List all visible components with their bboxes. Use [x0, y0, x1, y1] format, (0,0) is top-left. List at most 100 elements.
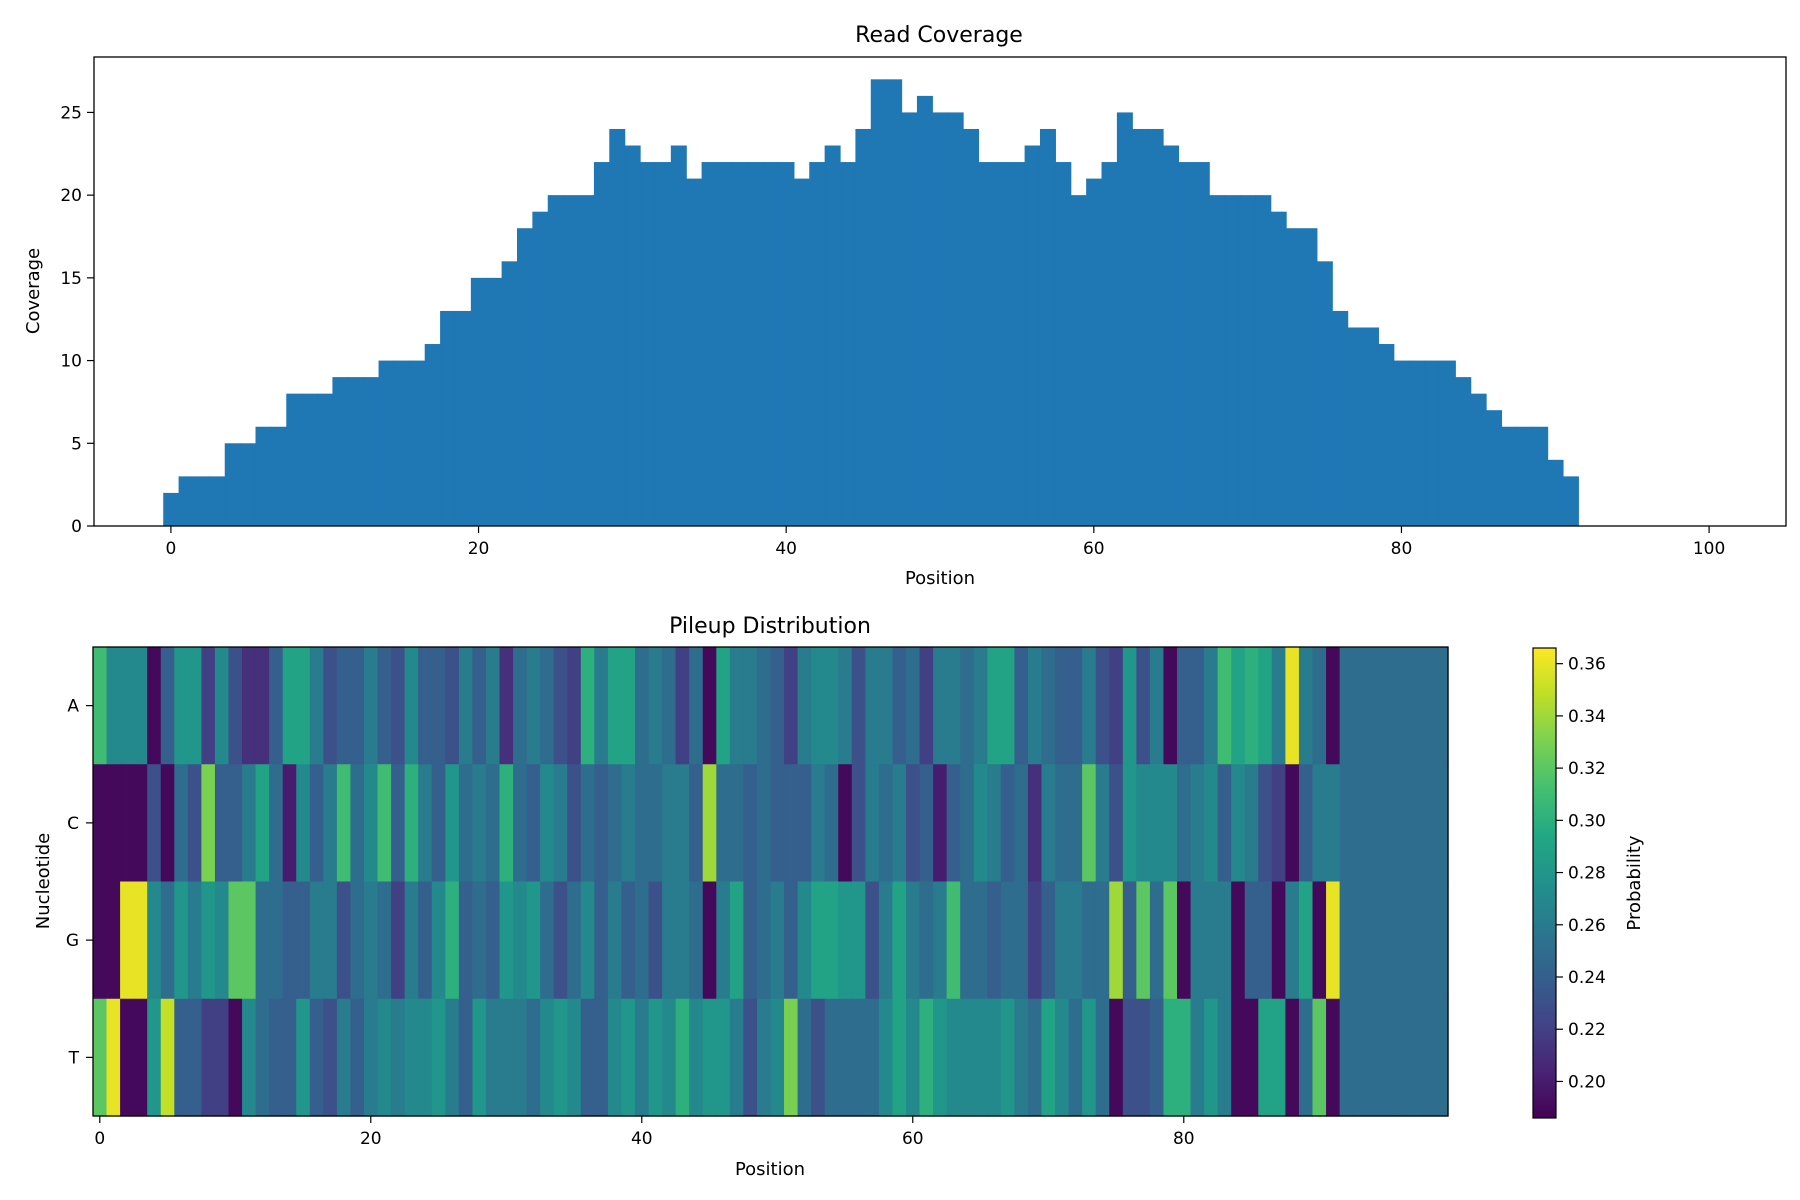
- coverage-bar: [1255, 195, 1272, 526]
- heatmap-cell: [648, 881, 663, 1000]
- heatmap-cell: [296, 764, 311, 883]
- coverage-bar: [1086, 178, 1103, 526]
- heatmap-cell: [784, 764, 799, 883]
- heatmap-cell: [201, 998, 216, 1117]
- heatmap-cell: [1244, 998, 1259, 1117]
- heatmap-cell: [391, 881, 406, 1000]
- pileup-y-tick-label: G: [66, 931, 79, 951]
- heatmap-cell: [1366, 764, 1381, 883]
- heatmap-cell: [892, 998, 907, 1117]
- coverage-bar: [1316, 261, 1333, 526]
- heatmap-cell: [540, 881, 555, 1000]
- heatmap-cell: [1109, 764, 1124, 883]
- coverage-y-tick-label: 10: [60, 352, 82, 372]
- heatmap-cell: [1285, 764, 1300, 883]
- heatmap-cell: [580, 998, 595, 1117]
- heatmap-cell: [1082, 647, 1097, 765]
- coverage-bar: [224, 443, 241, 526]
- coverage-bar: [1116, 112, 1133, 527]
- heatmap-cell: [418, 881, 433, 1000]
- coverage-bar: [1101, 162, 1118, 527]
- heatmap-cell: [513, 764, 528, 883]
- heatmap-cell: [391, 764, 406, 883]
- heatmap-cell: [784, 998, 799, 1117]
- coverage-bars: [163, 79, 1579, 527]
- heatmap-cell: [946, 647, 961, 765]
- heatmap-cell: [716, 998, 731, 1117]
- heatmap-cell: [377, 998, 392, 1117]
- heatmap-cell: [675, 881, 690, 1000]
- heatmap-cell: [607, 998, 623, 1117]
- coverage-bar: [1424, 360, 1441, 526]
- heatmap-cell: [133, 881, 148, 1000]
- heatmap-cell: [1000, 647, 1015, 765]
- heatmap-cell: [689, 647, 704, 765]
- heatmap-cell: [824, 998, 839, 1117]
- heatmap-cell: [824, 881, 839, 1000]
- heatmap-cell: [1068, 764, 1083, 883]
- coverage-bar: [609, 128, 626, 526]
- heatmap-cell: [743, 998, 758, 1117]
- coverage-bar: [855, 128, 872, 526]
- heatmap-cell: [1326, 998, 1341, 1117]
- coverage-bar: [1239, 195, 1256, 526]
- heatmap-cell: [513, 647, 528, 765]
- heatmap-cell: [1217, 998, 1232, 1117]
- heatmap-cell: [282, 647, 297, 765]
- heatmap-cell: [540, 647, 555, 765]
- heatmap-cell: [635, 647, 650, 765]
- heatmap-cell: [120, 881, 135, 1000]
- heatmap-cell: [553, 998, 568, 1117]
- heatmap-cell: [1149, 881, 1165, 1000]
- heatmap-cell: [391, 998, 406, 1117]
- coverage-bar: [701, 162, 718, 527]
- coverage-bar: [1193, 162, 1210, 527]
- heatmap-cell: [228, 764, 243, 883]
- heatmap-cell: [147, 881, 162, 1000]
- heatmap-cell: [906, 764, 921, 883]
- pileup-x-tick-label: 0: [94, 1129, 105, 1149]
- heatmap-cell: [1014, 998, 1029, 1117]
- heatmap-cell: [1190, 764, 1205, 883]
- heatmap-cell: [391, 647, 406, 765]
- heatmap-cell: [513, 881, 528, 1000]
- pileup-x-ticks: 0 20 40 60 80: [94, 1116, 1195, 1149]
- coverage-bar: [1178, 162, 1195, 527]
- coverage-bar: [486, 277, 503, 526]
- heatmap-cell: [418, 998, 433, 1117]
- heatmap-cell: [1353, 881, 1368, 1000]
- heatmap-cell: [431, 881, 446, 1000]
- heatmap-cell: [1298, 764, 1314, 883]
- coverage-y-ticks: 0 5 10 15 20 25: [60, 103, 94, 537]
- heatmap-cell: [946, 764, 961, 883]
- heatmap-cell: [1095, 647, 1110, 765]
- heatmap-cell: [811, 647, 826, 765]
- heatmap-cell: [1420, 881, 1436, 1000]
- heatmap-cell: [1055, 764, 1070, 883]
- heatmap-cell: [702, 881, 717, 1000]
- heatmap-cell: [1204, 764, 1219, 883]
- heatmap-cell: [675, 647, 690, 765]
- coverage-bar: [1147, 128, 1164, 526]
- coverage-bar: [593, 162, 610, 527]
- heatmap-cell: [472, 647, 487, 765]
- heatmap-cell: [1095, 764, 1110, 883]
- heatmap-cell: [323, 881, 338, 1000]
- heatmap-cell: [797, 764, 812, 883]
- coverage-bar: [747, 162, 764, 527]
- heatmap-cell: [242, 764, 257, 883]
- heatmap-cell: [526, 998, 541, 1117]
- heatmap-cell: [1339, 998, 1354, 1117]
- coverage-bar: [286, 393, 303, 526]
- heatmap-cell: [526, 764, 541, 883]
- heatmap-cell: [458, 998, 473, 1117]
- coverage-bar: [640, 162, 657, 527]
- heatmap-cell: [689, 881, 704, 1000]
- pileup-x-tick-label: 40: [631, 1129, 653, 1149]
- heatmap-cell: [269, 998, 284, 1117]
- heatmap-cell: [485, 647, 501, 765]
- heatmap-cell: [770, 764, 785, 883]
- heatmap-cell: [174, 647, 189, 765]
- coverage-title: Read Coverage: [855, 23, 1023, 48]
- coverage-y-label: Coverage: [23, 248, 44, 334]
